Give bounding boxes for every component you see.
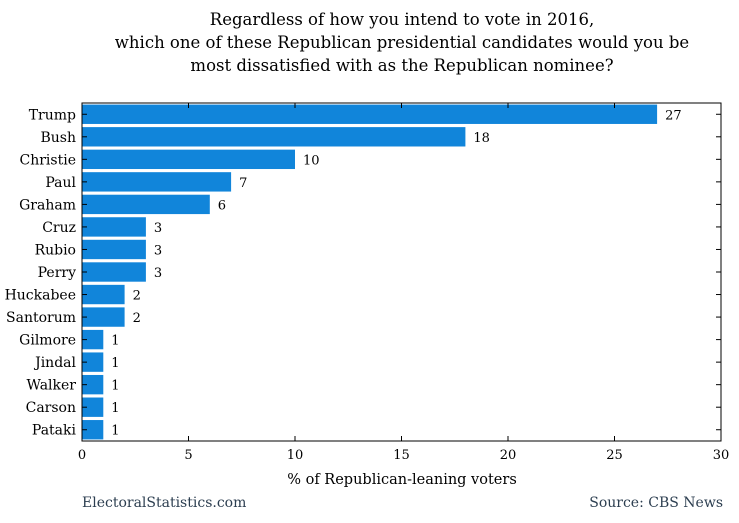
category-label-cruz: Cruz [42, 220, 76, 236]
bar-cruz [82, 217, 146, 237]
value-label-walker: 1 [111, 379, 119, 394]
x-tick-label: 30 [713, 448, 730, 463]
category-label-paul: Paul [45, 175, 76, 191]
bar-gilmore [82, 329, 104, 350]
value-label-jindal: 1 [111, 356, 119, 371]
value-label-gilmore: 1 [111, 334, 119, 349]
category-label-rubio: Rubio [35, 242, 76, 258]
value-label-cruz: 3 [154, 221, 162, 236]
value-label-trump: 27 [665, 108, 682, 123]
x-tick-label: 25 [606, 448, 623, 463]
bar-trump [82, 104, 658, 124]
category-label-gilmore: Gilmore [19, 333, 76, 349]
category-label-trump: Trump [29, 107, 76, 123]
x-tick-label: 20 [500, 448, 517, 463]
category-label-huckabee: Huckabee [5, 288, 76, 304]
bar-paul [82, 172, 232, 192]
bar-huckabee [82, 284, 125, 305]
category-labels: Trump Bush Christie Paul Graham Cruz Rubio Perr… [5, 107, 77, 438]
x-tick-label: 10 [287, 448, 304, 463]
category-label-christie: Christie [20, 152, 76, 168]
x-axis-label: % of Republican-leaning voters [287, 472, 517, 488]
chart-title-line-1: Regardless of how you intend to vote in … [210, 10, 594, 29]
value-label-graham: 6 [218, 198, 226, 213]
category-label-perry: Perry [38, 265, 76, 281]
value-label-paul: 7 [239, 176, 247, 191]
category-label-graham: Graham [19, 197, 76, 213]
footer-source: Source: CBS News [589, 495, 723, 511]
category-label-pataki: Pataki [32, 423, 77, 439]
x-ticks: 0 5 10 15 20 25 30 [78, 103, 729, 463]
value-label-huckabee: 2 [133, 289, 141, 304]
bar-christie [82, 149, 295, 170]
x-tick-label: 0 [78, 448, 86, 463]
bar-bush [82, 127, 466, 147]
category-label-bush: Bush [40, 130, 76, 146]
bar-perry [82, 262, 146, 282]
x-tick-label: 15 [393, 448, 410, 463]
bar-santorum [82, 307, 125, 327]
value-label-perry: 3 [154, 266, 162, 281]
category-label-jindal: Jindal [33, 355, 76, 371]
chart-title-line-3: most dissatisfied with as the Republican… [190, 56, 613, 75]
value-label-rubio: 3 [154, 243, 162, 258]
x-tick-label: 5 [184, 448, 192, 463]
bar-jindal [82, 352, 104, 372]
footer-site-name: ElectoralStatistics.com [82, 495, 247, 511]
value-label-pataki: 1 [111, 424, 119, 439]
chart-title-line-2: which one of these Republican presidenti… [115, 33, 689, 52]
chart-title: Regardless of how you intend to vote in … [115, 10, 689, 75]
bar-rubio [82, 239, 146, 260]
bar-graham [82, 194, 210, 215]
value-label-christie: 10 [303, 153, 320, 168]
bars [82, 104, 721, 440]
value-label-santorum: 2 [133, 311, 141, 326]
category-label-carson: Carson [26, 400, 76, 416]
category-label-santorum: Santorum [6, 310, 76, 326]
bar-pataki [82, 420, 104, 440]
category-label-walker: Walker [27, 378, 77, 394]
bar-carson [82, 397, 104, 417]
value-label-carson: 1 [111, 401, 119, 416]
value-label-bush: 18 [473, 131, 490, 146]
bar-walker [82, 374, 104, 395]
